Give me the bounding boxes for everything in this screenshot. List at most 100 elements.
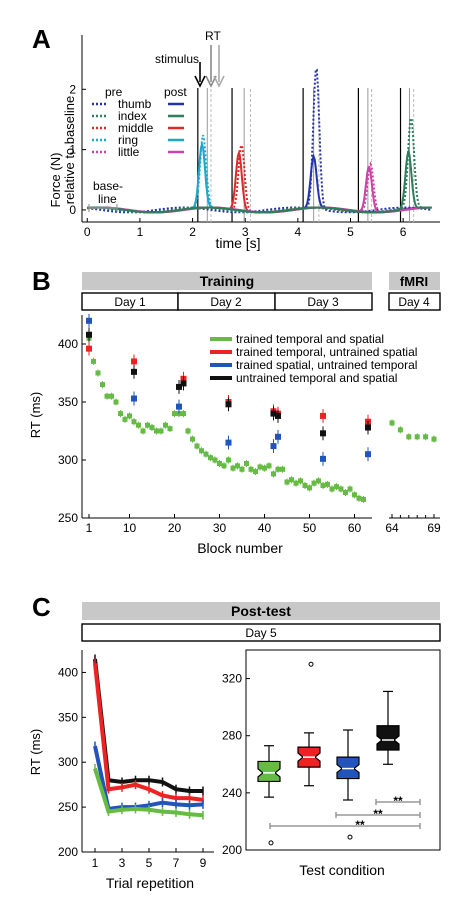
data-point — [397, 427, 403, 433]
day4-label: Day 4 — [398, 295, 430, 309]
data-point — [225, 439, 232, 446]
force-curve-little-pre — [87, 161, 432, 214]
data-point — [176, 383, 182, 390]
rt-label: RT — [205, 29, 221, 43]
data-point — [389, 420, 395, 426]
data-point — [225, 401, 232, 408]
data-point — [140, 428, 146, 434]
data-point — [320, 430, 326, 437]
data-point — [86, 317, 92, 324]
data-point — [131, 395, 137, 402]
data-point — [343, 489, 348, 495]
panel-a-chart: 0 1 2 3 4 5 6 0 1 2 Force (N) relative to baselin… — [48, 29, 440, 251]
panel-a-ticks: 0 1 2 3 4 5 6 0 1 2 — [69, 82, 406, 239]
panel-a-xlabel: time [s] — [215, 235, 260, 251]
data-point — [230, 465, 236, 471]
panel-c-right-ytick-label: 320 — [222, 672, 242, 686]
panel-a-ytick-label: 1 — [69, 143, 76, 157]
data-point — [293, 480, 299, 486]
data-point — [131, 368, 137, 375]
panel-a-xtick-label: 1 — [137, 225, 144, 239]
baseline-label-1: base- — [93, 179, 123, 193]
data-point — [122, 416, 128, 422]
panel-a-xtick-label: 0 — [84, 225, 91, 239]
data-point — [320, 483, 326, 489]
data-point — [275, 466, 281, 472]
outlier — [268, 840, 274, 846]
panel-b-xtick-label: 50 — [303, 521, 317, 535]
data-point — [104, 393, 110, 399]
data-point — [181, 411, 186, 417]
data-point — [131, 419, 137, 425]
panel-c-left-ylabel: RT (ms) — [28, 729, 43, 775]
rt-arrowhead-post — [205, 75, 217, 88]
legend-label: trained temporal and spatial — [236, 332, 384, 346]
panel-a-xtick-label: 5 — [347, 225, 354, 239]
legend-pre-header: pre — [105, 85, 123, 99]
panel-a-ylabel-line2: relative to baseline — [62, 96, 77, 204]
panel-b-data — [86, 313, 437, 503]
data-point — [221, 463, 227, 469]
force-curve-thumb-pre — [87, 68, 432, 214]
training-banner — [82, 272, 372, 290]
data-point — [275, 433, 281, 440]
panel-b-ytick-label: 250 — [58, 511, 78, 525]
data-point — [284, 479, 290, 485]
panel-b-xtick-label: 1 — [86, 521, 93, 535]
legend-label-ring: ring — [118, 133, 138, 147]
data-point — [325, 481, 330, 487]
data-point — [271, 471, 276, 477]
sig-stars: ** — [355, 818, 365, 832]
box-untrained — [376, 725, 400, 751]
data-point — [145, 422, 150, 428]
day3-box — [274, 292, 373, 311]
panel-b-header: Training fMRI Day 1 Day 2 Day 3 Day 4 — [81, 272, 441, 311]
legend-label-thumb: thumb — [118, 97, 152, 111]
data-point — [203, 451, 209, 457]
panel-a-ylabel-line1: Force (N) — [48, 153, 63, 208]
data-point — [194, 443, 200, 449]
data-point — [289, 477, 294, 483]
training-banner-label: Training — [200, 273, 254, 289]
panel-b-ylabel: RT (ms) — [28, 392, 43, 438]
data-point — [248, 466, 254, 472]
data-point — [199, 448, 204, 454]
panel-a-xtick-label: 2 — [189, 225, 196, 239]
panel-c-left-xtick-label: 3 — [119, 856, 126, 870]
force-curve-middle-post — [87, 149, 432, 214]
panel-c-right-chart: 200 240 280 320 Test condition ** ** ** — [222, 649, 441, 878]
data-point — [185, 428, 191, 434]
data-point — [307, 485, 312, 491]
data-point — [163, 422, 168, 428]
data-point — [347, 486, 353, 492]
data-point — [217, 460, 222, 466]
panel-a-xtick-label: 6 — [400, 225, 407, 239]
data-point — [365, 451, 371, 458]
data-point — [149, 425, 155, 431]
panel-c-left-xtick-label: 9 — [200, 856, 207, 870]
stimulus-label: stimulus — [155, 52, 199, 66]
data-point — [131, 358, 137, 365]
data-point — [311, 480, 317, 486]
panel-b-xtick-label: 20 — [168, 521, 182, 535]
panel-b-xlabel: Block number — [197, 540, 283, 556]
day1-label: Day 1 — [114, 295, 146, 309]
panel-c-left-ytick-label: 400 — [58, 665, 78, 679]
panel-b-letter: B — [32, 266, 51, 296]
panel-c-left-ticks: 200 250 300 350 400 1 3 5 7 9 — [58, 665, 207, 870]
panel-a-force-curves — [87, 68, 432, 214]
panel-b-xtick-label: 64 — [385, 521, 399, 535]
panel-c-left-ytick-label: 250 — [58, 800, 78, 814]
data-point — [356, 495, 362, 501]
data-point — [270, 443, 277, 450]
data-point — [257, 464, 263, 470]
data-point — [208, 455, 213, 461]
legend-label: trained temporal, untrained spatial — [236, 345, 417, 359]
outlier — [308, 661, 314, 667]
legend-label: untrained temporal and spatial — [236, 371, 397, 385]
data-point — [158, 428, 164, 434]
data-point — [266, 463, 272, 469]
panel-c-left-data — [93, 654, 204, 820]
data-point — [127, 413, 132, 419]
panel-c-left-chart: 200 250 300 350 400 1 3 5 7 9 RT (ms) Trial repet… — [28, 650, 214, 891]
